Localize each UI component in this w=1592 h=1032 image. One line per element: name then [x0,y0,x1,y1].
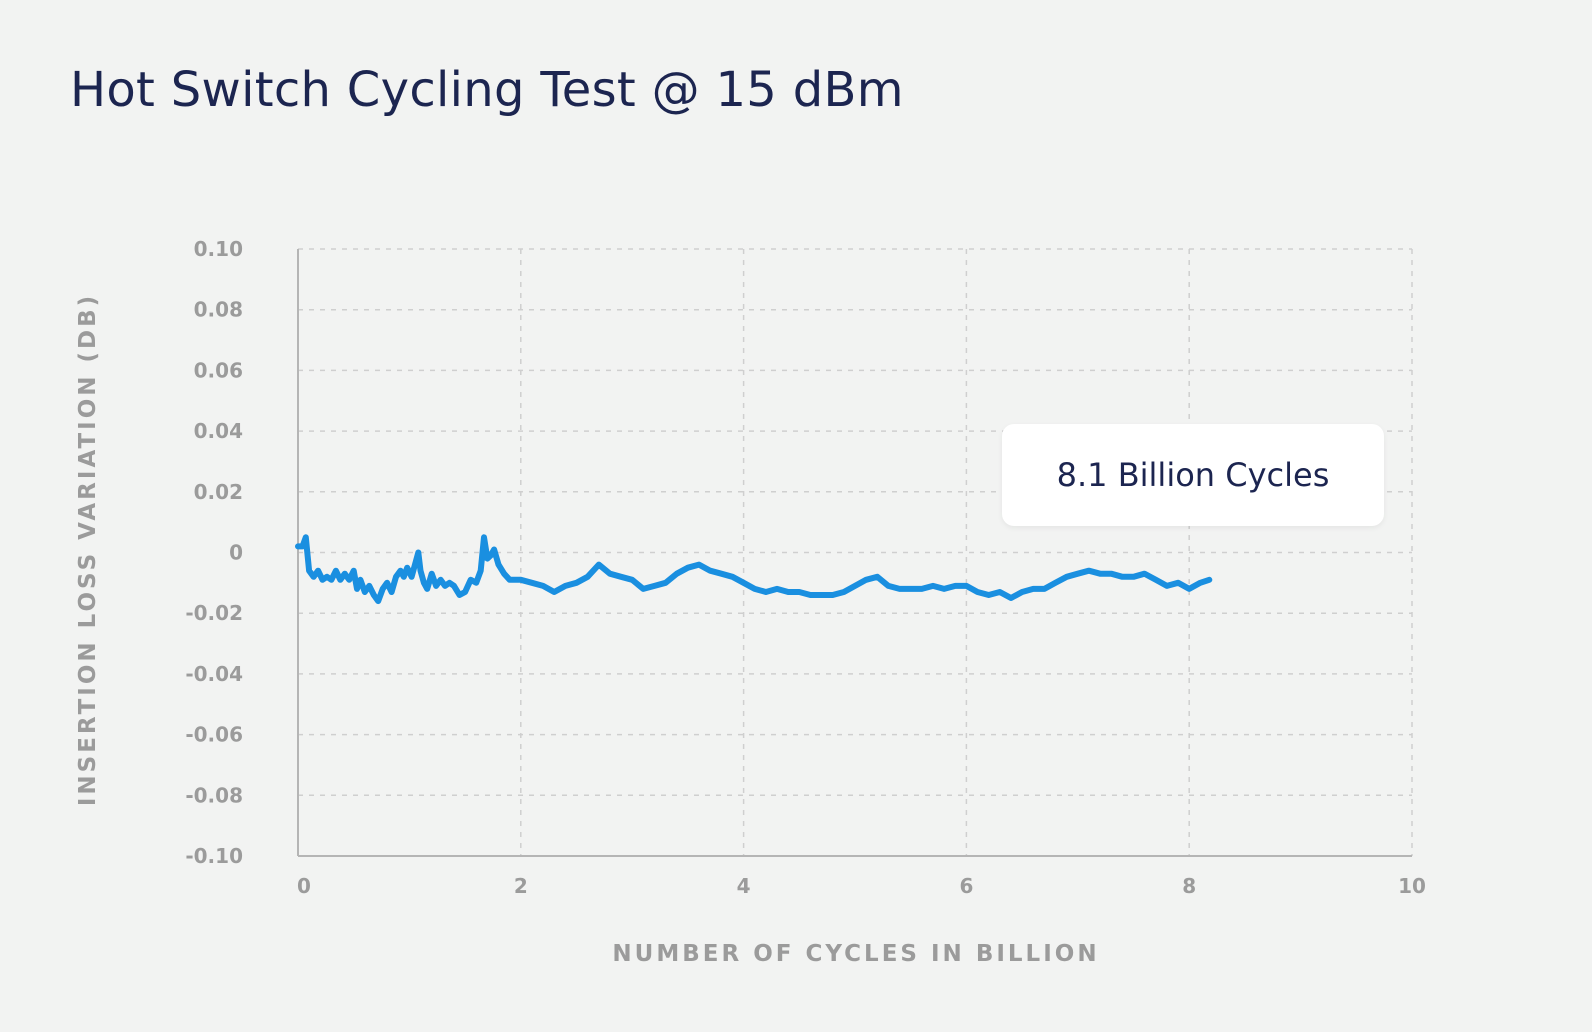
y-tick-label: 0.06 [194,358,243,382]
y-tick-label: 0.02 [194,480,243,504]
y-tick-label: -0.08 [185,783,243,807]
x-tick-label: 4 [737,874,751,898]
y-tick-label: -0.04 [185,662,243,686]
x-tick-label: 8 [1182,874,1196,898]
x-tick-label: 6 [959,874,973,898]
series-line-0 [295,534,1213,605]
x-tick-label: 10 [1398,874,1426,898]
x-tick-labels: 0 2 4 6 8 10 [297,874,1426,898]
axes [297,249,1412,857]
y-tick-label: 0.04 [194,419,243,443]
y-tick-label: -0.06 [185,723,243,747]
series-group [295,534,1213,605]
grid-lines [298,248,1413,857]
x-tick-label: 0 [297,874,311,898]
y-tick-label: -0.02 [185,601,243,625]
y-tick-label: 0.08 [194,298,243,322]
y-axis-label: INSERTION LOSS VARIATION (DB) [75,293,101,806]
y-tick-label: -0.10 [185,844,243,868]
callout-text: 8.1 Billion Cycles [1056,456,1330,494]
y-tick-label: 0 [229,541,243,565]
y-tick-label: 0.10 [194,237,243,261]
y-tick-labels: 0.10 0.08 0.06 0.04 0.02 0 -0.02 -0.04 -0.06 -0.0… [185,237,243,868]
x-axis-label: NUMBER OF CYCLES IN BILLION [612,941,1099,967]
x-tick-label: 2 [514,874,528,898]
cycles-callout: 8.1 Billion Cycles [1002,424,1384,526]
page-title: Hot Switch Cycling Test @ 15 dBm [70,62,904,118]
